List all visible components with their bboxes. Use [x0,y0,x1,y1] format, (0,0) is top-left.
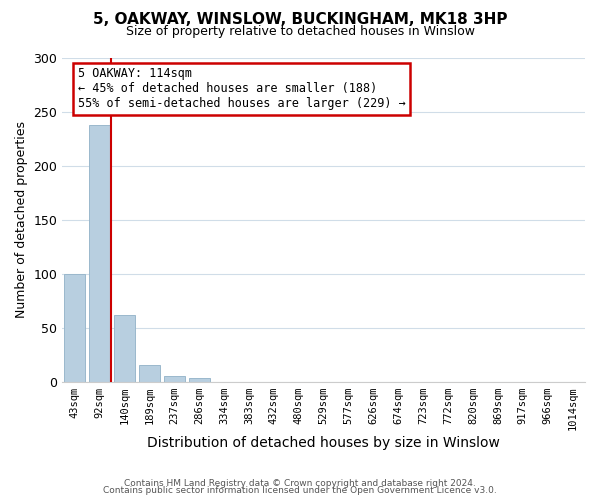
X-axis label: Distribution of detached houses by size in Winslow: Distribution of detached houses by size … [147,436,500,450]
Bar [89,124,110,382]
Text: Size of property relative to detached houses in Winslow: Size of property relative to detached ho… [125,25,475,38]
Text: 5 OAKWAY: 114sqm
← 45% of detached houses are smaller (188)
55% of semi-detached: 5 OAKWAY: 114sqm ← 45% of detached house… [78,67,406,110]
Text: Contains public sector information licensed under the Open Government Licence v3: Contains public sector information licen… [103,486,497,495]
Text: Contains HM Land Registry data © Crown copyright and database right 2024.: Contains HM Land Registry data © Crown c… [124,478,476,488]
Y-axis label: Number of detached properties: Number of detached properties [15,121,28,318]
Bar [114,315,135,382]
Bar [139,364,160,382]
Text: 5, OAKWAY, WINSLOW, BUCKINGHAM, MK18 3HP: 5, OAKWAY, WINSLOW, BUCKINGHAM, MK18 3HP [93,12,507,28]
Bar [164,376,185,382]
Bar [188,378,210,382]
Bar [64,274,85,382]
